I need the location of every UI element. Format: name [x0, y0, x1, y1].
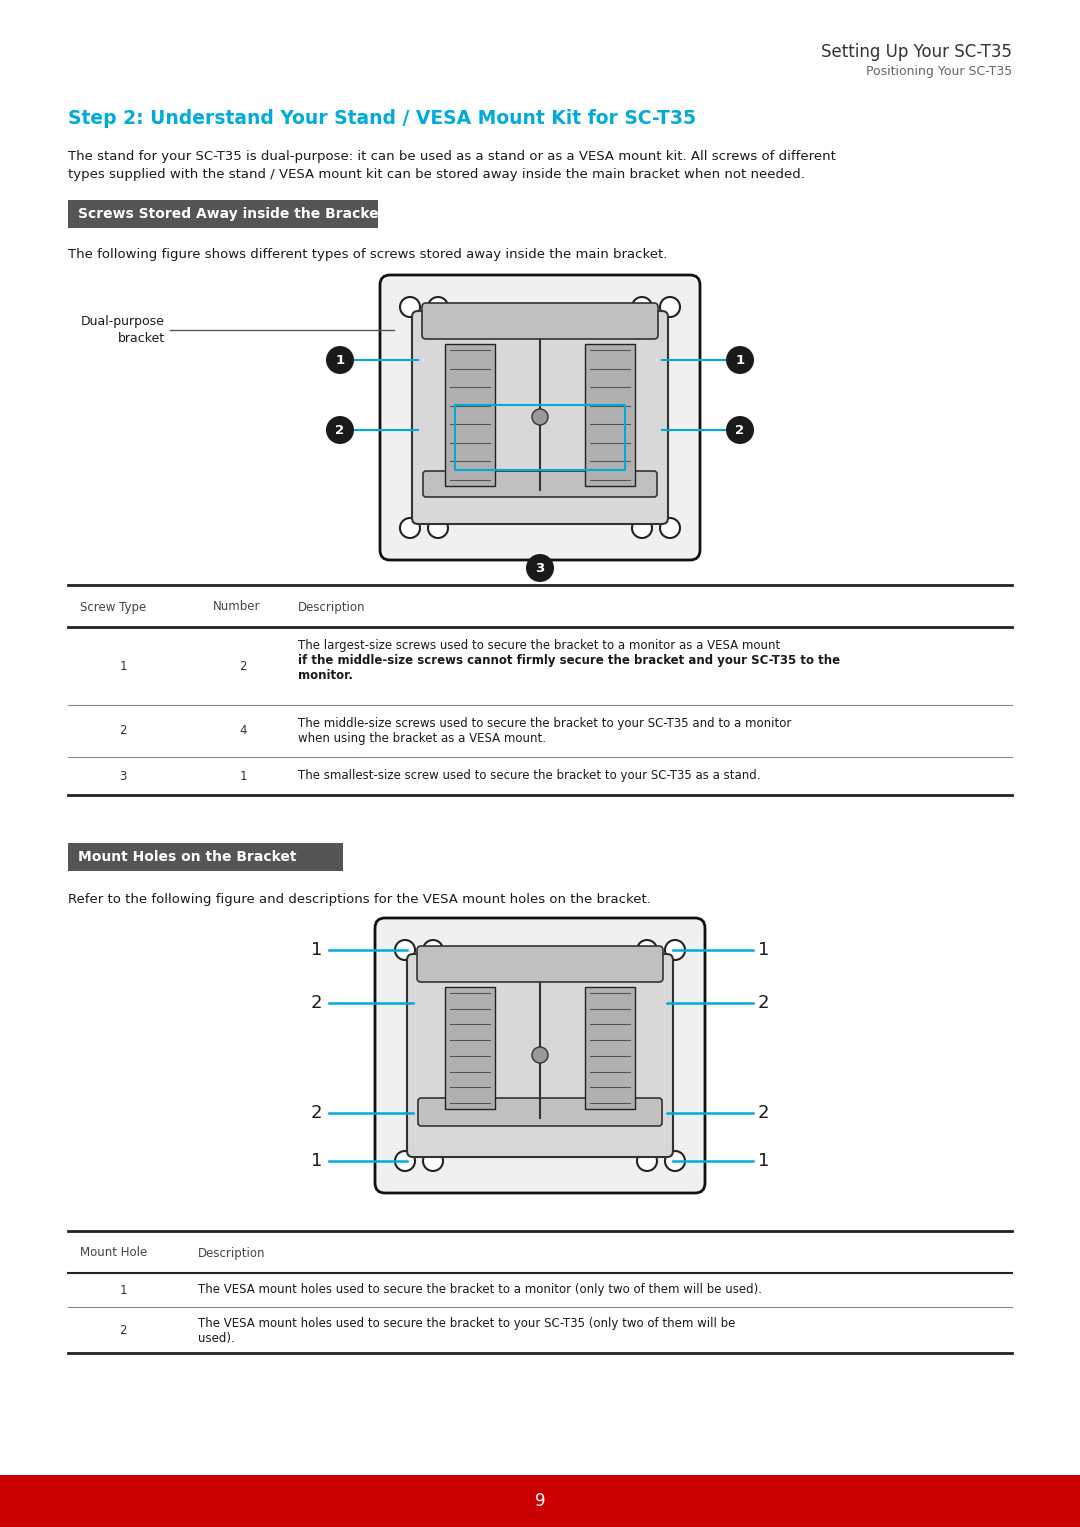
Text: Step 2: Understand Your Stand / VESA Mount Kit for SC-T35: Step 2: Understand Your Stand / VESA Mou…	[68, 108, 696, 127]
FancyBboxPatch shape	[445, 344, 495, 486]
Text: 1: 1	[240, 770, 246, 782]
FancyBboxPatch shape	[423, 470, 657, 496]
FancyBboxPatch shape	[585, 986, 635, 1109]
Text: 1: 1	[311, 941, 322, 959]
Text: Description: Description	[298, 600, 365, 614]
Circle shape	[526, 554, 554, 582]
Text: Positioning Your SC-T35: Positioning Your SC-T35	[866, 66, 1012, 78]
Text: Refer to the following figure and descriptions for the VESA mount holes on the b: Refer to the following figure and descri…	[68, 893, 651, 906]
Circle shape	[395, 1151, 415, 1171]
Circle shape	[400, 296, 420, 318]
Text: used).: used).	[198, 1332, 234, 1345]
Bar	[68, 843, 343, 870]
FancyBboxPatch shape	[407, 954, 673, 1157]
Circle shape	[726, 347, 754, 374]
Text: The VESA mount holes used to secure the bracket to a monitor (only two of them w: The VESA mount holes used to secure the …	[198, 1283, 762, 1296]
Circle shape	[428, 296, 448, 318]
Text: 9: 9	[535, 1492, 545, 1510]
FancyBboxPatch shape	[417, 947, 663, 982]
Circle shape	[326, 347, 354, 374]
Circle shape	[726, 415, 754, 444]
FancyBboxPatch shape	[375, 918, 705, 1193]
Circle shape	[632, 518, 652, 538]
Text: 2: 2	[119, 1324, 126, 1336]
Text: Number: Number	[213, 600, 260, 614]
Text: bracket: bracket	[118, 331, 165, 345]
Text: The smallest-size screw used to secure the bracket to your SC-T35 as a stand.: The smallest-size screw used to secure t…	[298, 770, 760, 782]
Circle shape	[400, 518, 420, 538]
Text: 3: 3	[536, 562, 544, 574]
FancyBboxPatch shape	[422, 302, 658, 339]
Text: 1: 1	[336, 353, 345, 366]
Text: 1: 1	[119, 660, 126, 672]
Text: 1: 1	[119, 1284, 126, 1296]
Circle shape	[428, 518, 448, 538]
Text: 1: 1	[311, 1151, 322, 1170]
Text: The VESA mount holes used to secure the bracket to your SC-T35 (only two of them: The VESA mount holes used to secure the …	[198, 1316, 735, 1330]
Text: 3: 3	[119, 770, 126, 782]
Circle shape	[423, 1151, 443, 1171]
Text: The stand for your SC-T35 is dual-purpose: it can be used as a stand or as a VES: The stand for your SC-T35 is dual-purpos…	[68, 150, 836, 163]
Bar	[68, 200, 378, 228]
FancyBboxPatch shape	[380, 275, 700, 560]
Circle shape	[660, 518, 680, 538]
Text: 2: 2	[758, 1104, 769, 1122]
Text: if the middle-size screws cannot firmly secure the bracket and your SC-T35 to th: if the middle-size screws cannot firmly …	[298, 654, 840, 667]
Circle shape	[423, 941, 443, 960]
Circle shape	[665, 941, 685, 960]
Text: Screw Type: Screw Type	[80, 600, 146, 614]
Text: 4: 4	[240, 724, 246, 738]
FancyBboxPatch shape	[418, 1098, 662, 1125]
Circle shape	[637, 941, 657, 960]
Text: Mount Hole: Mount Hole	[80, 1246, 147, 1260]
FancyBboxPatch shape	[411, 312, 669, 524]
Circle shape	[532, 409, 548, 425]
Circle shape	[326, 415, 354, 444]
Text: types supplied with the stand / VESA mount kit can be stored away inside the mai: types supplied with the stand / VESA mou…	[68, 168, 805, 182]
Text: 2: 2	[311, 994, 322, 1012]
Text: 2: 2	[119, 724, 126, 738]
Circle shape	[632, 296, 652, 318]
Text: 2: 2	[240, 660, 246, 672]
Text: The largest-size screws used to secure the bracket to a monitor as a VESA mount: The largest-size screws used to secure t…	[298, 638, 780, 652]
Text: 1: 1	[758, 1151, 769, 1170]
Text: 1: 1	[758, 941, 769, 959]
Text: Dual-purpose: Dual-purpose	[81, 316, 165, 328]
Circle shape	[660, 296, 680, 318]
Text: 2: 2	[758, 994, 769, 1012]
Circle shape	[637, 1151, 657, 1171]
Text: 2: 2	[336, 423, 345, 437]
Bar	[0, 1475, 1080, 1527]
Text: 2: 2	[735, 423, 744, 437]
Text: monitor.: monitor.	[298, 669, 353, 683]
FancyBboxPatch shape	[445, 986, 495, 1109]
Text: The middle-size screws used to secure the bracket to your SC-T35 and to a monito: The middle-size screws used to secure th…	[298, 718, 792, 730]
Text: Mount Holes on the Bracket: Mount Holes on the Bracket	[78, 851, 297, 864]
Circle shape	[395, 941, 415, 960]
Circle shape	[532, 1048, 548, 1063]
Text: Setting Up Your SC-T35: Setting Up Your SC-T35	[821, 43, 1012, 61]
Text: The following figure shows different types of screws stored away inside the main: The following figure shows different typ…	[68, 247, 667, 261]
Text: 1: 1	[735, 353, 744, 366]
Text: when using the bracket as a VESA mount.: when using the bracket as a VESA mount.	[298, 731, 546, 745]
Text: 2: 2	[311, 1104, 322, 1122]
Circle shape	[665, 1151, 685, 1171]
Text: Screws Stored Away inside the Bracket: Screws Stored Away inside the Bracket	[78, 208, 386, 221]
Text: Description: Description	[198, 1246, 266, 1260]
FancyBboxPatch shape	[585, 344, 635, 486]
